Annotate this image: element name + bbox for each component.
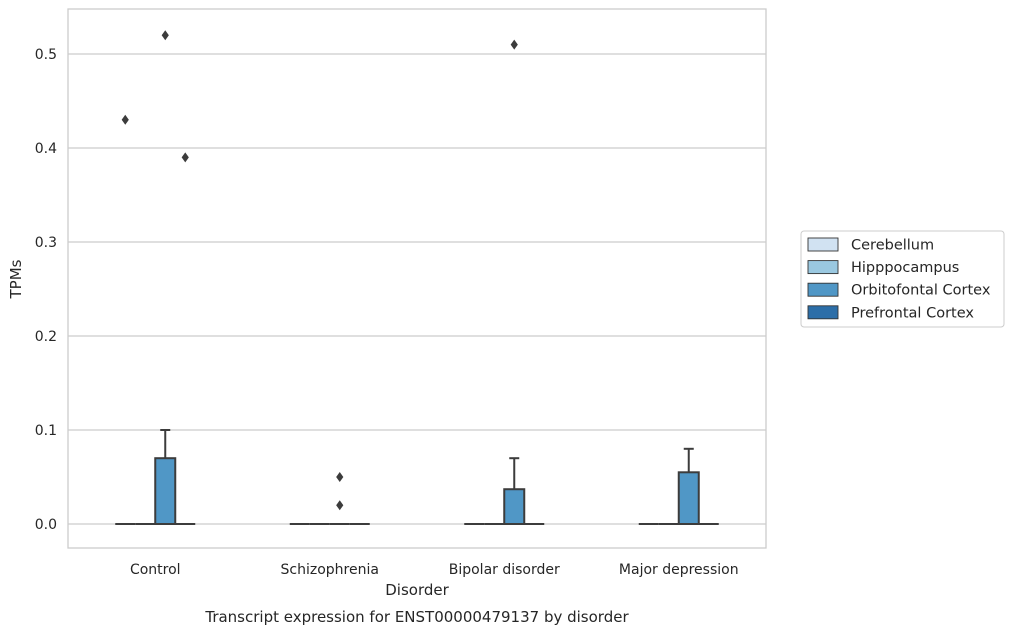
outlier-point [121, 114, 129, 125]
chart-caption: Transcript expression for ENST0000047913… [204, 608, 629, 626]
box-group [329, 472, 350, 525]
y-tick-label: 0.4 [35, 141, 57, 157]
plot-frame [67, 8, 767, 549]
outlier-point [510, 39, 518, 50]
y-tick-label: 0.1 [35, 423, 57, 439]
y-tick-label: 0.0 [35, 517, 57, 533]
y-tick-label: 0.2 [35, 329, 57, 345]
legend-swatch [807, 260, 839, 275]
box-group [154, 30, 177, 526]
box-group [175, 152, 196, 525]
gridlines [68, 53, 766, 525]
x-axis-label: Disorder [385, 581, 449, 599]
x-tick-label: Control [130, 562, 181, 578]
x-tick-label: Schizophrenia [281, 562, 379, 578]
outlier-point [336, 472, 344, 482]
y-axis-label: TPMs [7, 259, 25, 299]
x-tick-label: Bipolar disorder [449, 562, 560, 578]
y-tick-label: 0.5 [35, 47, 57, 63]
legend-label: Prefrontal Cortex [851, 305, 974, 321]
x-tick-label: Major depression [619, 562, 739, 578]
box-group [503, 39, 526, 525]
outlier-point [181, 152, 189, 163]
legend-label: Orbitofontal Cortex [851, 283, 991, 299]
outlier-point [161, 30, 169, 41]
box-group [115, 114, 136, 525]
box [154, 457, 177, 526]
legend-swatch [807, 237, 839, 252]
y-tick-labels: 0.0 0.1 0.2 0.3 0.4 0.5 [35, 47, 57, 533]
x-tick-labels: Control Schizophrenia Bipolar disorder Majo… [130, 562, 739, 578]
legend: Cerebellum Hipppocampus Orbitofontal Corte… [800, 230, 1005, 328]
outlier-point [336, 500, 344, 511]
box-group [677, 447, 700, 525]
legend-label: Hipppocampus [851, 260, 959, 276]
boxes [115, 30, 719, 526]
legend-swatch [807, 282, 839, 297]
legend-swatch [807, 305, 839, 320]
box [503, 488, 526, 525]
y-tick-label: 0.3 [35, 235, 57, 251]
box [677, 471, 700, 525]
legend-frame [800, 230, 1005, 328]
legend-label: Cerebellum [851, 238, 934, 254]
